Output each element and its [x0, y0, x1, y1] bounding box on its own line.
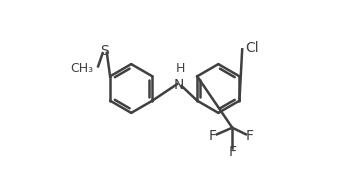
Text: F: F	[209, 129, 217, 143]
Text: N: N	[174, 78, 184, 92]
Text: F: F	[228, 145, 236, 159]
Text: F: F	[246, 129, 254, 143]
Text: CH₃: CH₃	[70, 62, 93, 75]
Text: S: S	[100, 44, 109, 58]
Text: H: H	[175, 62, 185, 75]
Text: Cl: Cl	[245, 41, 259, 55]
